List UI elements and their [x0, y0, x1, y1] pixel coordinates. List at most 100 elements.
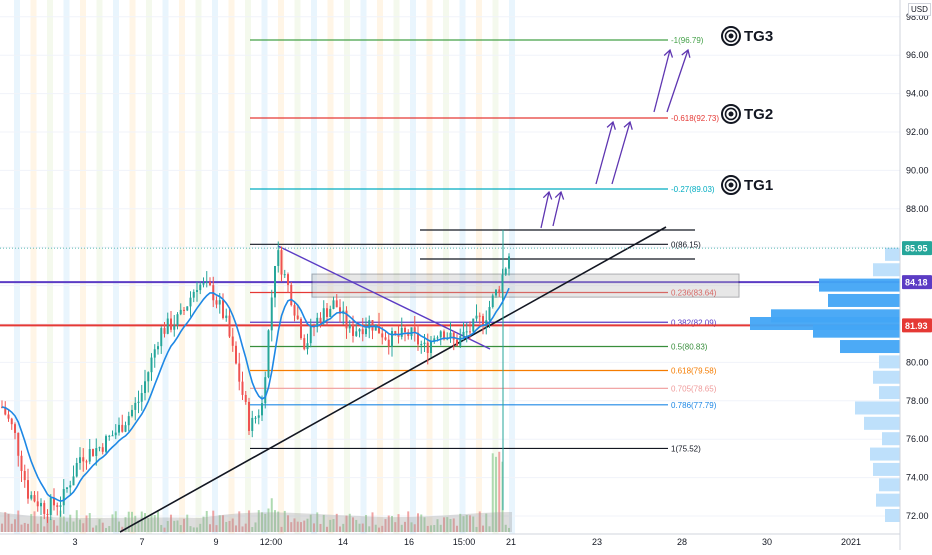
candle-body	[482, 316, 484, 326]
volume-bar	[69, 514, 72, 532]
candle-body	[160, 328, 163, 347]
session-band	[146, 0, 152, 534]
x-tick-label: 2021	[841, 537, 861, 547]
session-band	[344, 0, 350, 534]
candle-body	[209, 281, 211, 286]
volume-bar	[313, 523, 315, 532]
candle-body	[14, 424, 16, 433]
candle-body	[205, 281, 208, 283]
price-axis-bg	[900, 0, 932, 550]
candle-body	[358, 329, 361, 332]
session-band	[459, 0, 466, 534]
candle-body	[183, 309, 185, 311]
volume-bar	[7, 513, 10, 532]
volume-bar	[465, 515, 468, 532]
y-tick-label: 74.00	[906, 473, 929, 483]
candle-body	[459, 336, 462, 346]
volume-bar	[62, 516, 65, 532]
volume-bar	[43, 526, 46, 532]
candle-body	[300, 318, 302, 339]
candle-body	[251, 417, 254, 431]
volume-bar	[108, 526, 111, 532]
candle-body	[462, 331, 465, 337]
candle-body	[404, 327, 406, 333]
volume-bar	[186, 514, 189, 532]
candle-body	[381, 333, 384, 338]
candle-body	[189, 297, 192, 307]
session-band	[113, 0, 119, 534]
candle-body	[290, 284, 293, 306]
candle-body	[82, 457, 85, 462]
session-band	[228, 0, 235, 534]
volume-bar	[118, 521, 120, 532]
candle-body	[53, 497, 55, 506]
candle-body	[309, 326, 312, 344]
candle-body	[339, 307, 341, 314]
projection-arrow	[540, 191, 550, 229]
volume-bar	[397, 514, 400, 532]
candle-body	[495, 289, 497, 296]
candle-body	[85, 461, 88, 463]
candle-body	[150, 357, 153, 373]
y-tick-label: 76.00	[906, 434, 929, 444]
price-tags: 85.95 84.18 81.93	[0, 241, 932, 333]
candle-body	[443, 331, 445, 340]
volume-bar	[248, 510, 250, 532]
volume-bar	[368, 526, 371, 532]
session-band	[426, 0, 433, 534]
volume-bar	[72, 521, 75, 532]
session-band	[294, 0, 301, 534]
session-band	[96, 0, 103, 534]
candle-body	[98, 447, 101, 449]
volume-bar	[394, 522, 397, 532]
projection-arrow-head	[542, 190, 553, 200]
volume-bar	[417, 513, 419, 532]
volume-profile-bar	[873, 370, 900, 384]
volume-bar	[173, 520, 176, 532]
volume-bar	[53, 520, 55, 532]
candle-body	[413, 327, 416, 333]
volume-bar	[95, 525, 98, 532]
session-band	[476, 0, 482, 534]
volume-bar	[218, 515, 221, 532]
candle-body	[332, 300, 335, 309]
candle-body	[49, 497, 52, 516]
volume-bar	[283, 510, 286, 532]
candle-body	[430, 341, 432, 353]
volume-bar	[361, 523, 364, 532]
price-axis: 72.0074.0076.0078.0080.0082.0084.0086.00…	[899, 0, 932, 550]
candle-body	[293, 305, 296, 316]
volume-bar	[384, 519, 387, 532]
volume-bar	[504, 524, 507, 532]
candle-body	[465, 331, 468, 333]
volume-bar	[215, 525, 218, 532]
candle-body	[40, 502, 42, 507]
price-tag-label: 81.93	[905, 321, 928, 331]
x-tick-label: 16	[404, 537, 414, 547]
candle-body	[111, 435, 114, 437]
candle-body	[368, 320, 371, 329]
ema-line	[1, 287, 510, 503]
candle-body	[72, 476, 75, 486]
price-tag-bg	[902, 241, 932, 256]
projection-arrow	[611, 121, 631, 185]
support-trendline	[119, 226, 667, 533]
session-band	[261, 0, 268, 534]
y-tick-label: 98.00	[906, 12, 929, 22]
volume-bar	[75, 510, 78, 532]
volume-bar	[212, 510, 215, 532]
extension-level-label: -1(96.79)	[671, 36, 704, 45]
candle-body	[491, 295, 494, 308]
volume-bar	[459, 513, 462, 532]
volume-bar	[183, 518, 185, 532]
price-tag-label: 84.18	[905, 278, 928, 288]
target-icon-ring	[724, 178, 738, 192]
volume-bar	[355, 519, 358, 532]
volume-bar	[508, 527, 510, 532]
volume-bar	[144, 513, 146, 532]
candle-body	[335, 300, 338, 308]
candle-body	[75, 462, 78, 477]
volume-bar	[452, 518, 455, 532]
volume-bar	[485, 513, 488, 532]
